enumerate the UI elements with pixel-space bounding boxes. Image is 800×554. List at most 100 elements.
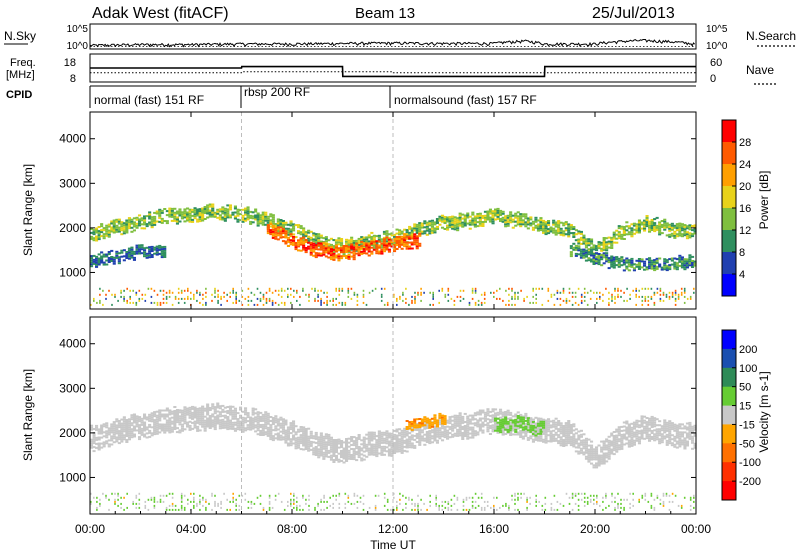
- vel-cell-1623: [529, 417, 533, 420]
- vel-cell-111: [120, 424, 124, 427]
- power-speckle-2402: [553, 293, 556, 296]
- power-cell-1943: [660, 268, 664, 271]
- vel-cell-747: [292, 434, 296, 437]
- power-cell-239: [201, 217, 205, 220]
- power-speckle-2192: [287, 295, 289, 298]
- power-cell-656: [393, 233, 397, 236]
- power-cell-1802: [582, 250, 586, 253]
- vel-cell-96: [117, 434, 121, 437]
- vel-cell-2344: [536, 422, 540, 425]
- vel-cell-452: [211, 413, 215, 416]
- power-cell-8: [92, 229, 96, 232]
- power-cell-1703: [127, 257, 131, 260]
- vel-cell-1346: [451, 415, 455, 418]
- power-cell-1436: [327, 252, 331, 255]
- vel-cell-499: [223, 416, 227, 419]
- vel-cell-1963: [620, 443, 624, 446]
- power-speckle-2478: [635, 289, 637, 292]
- vel-cell-2188: [678, 427, 682, 430]
- power-cell-328: [244, 213, 248, 216]
- power-cell-77: [122, 224, 126, 227]
- power-cell-1233: [660, 220, 664, 222]
- vel-cell-1578: [516, 411, 520, 414]
- vel-cell-1170: [403, 449, 407, 452]
- vel-cell-756: [294, 443, 298, 446]
- vel-cell-2246: [494, 423, 498, 426]
- power-cell-1155: [622, 226, 626, 228]
- power-speckle-2144: [235, 291, 237, 294]
- vel-cell-131: [125, 427, 129, 429]
- vel-cell-830: [314, 446, 318, 448]
- power-cell-102: [135, 226, 139, 229]
- vel-cell-1317: [443, 430, 447, 433]
- power-cell-980: [542, 229, 546, 232]
- power-cell-1184: [637, 221, 641, 224]
- power-cell-786: [453, 224, 457, 227]
- power-cell-1240: [665, 234, 669, 237]
- vel-cell-2312: [521, 416, 525, 419]
- vel-cell-1108: [387, 448, 391, 451]
- vel-cell-1199: [410, 438, 414, 441]
- vel-cell-773: [299, 440, 303, 443]
- vel-cell-1473: [486, 410, 490, 413]
- vel-cell-367: [188, 406, 192, 409]
- vel-cell-852: [319, 442, 323, 445]
- vel-cell-599: [251, 409, 255, 412]
- vel-cell-289: [168, 419, 172, 422]
- power-cell-251: [206, 212, 210, 215]
- vel-cell-404: [198, 411, 202, 414]
- vel-cell-2058: [645, 435, 649, 438]
- power-speckle-2532: [683, 295, 686, 298]
- vel-cell-1674: [544, 439, 548, 442]
- power-speckle-2340: [474, 301, 477, 304]
- vel-cell-387: [196, 427, 200, 430]
- power-cell-1972: [675, 258, 679, 261]
- power-cell-1626: [415, 247, 419, 250]
- vel-cell-1860: [592, 456, 596, 459]
- vel-cell-244: [155, 416, 159, 419]
- vel-cell-2100: [655, 432, 659, 435]
- vel-cell-1787: [572, 441, 576, 444]
- power-cell-725: [425, 225, 429, 228]
- vel-cell-2118: [660, 433, 664, 436]
- vel-cell-309: [173, 414, 177, 416]
- power-cell-1851: [607, 257, 611, 260]
- vel-cell-268: [163, 423, 167, 426]
- power-cell-1850: [607, 259, 611, 262]
- vel-cell-504: [226, 426, 230, 429]
- vel-cell-1854: [590, 446, 594, 449]
- vel-cell-1025: [367, 451, 371, 454]
- power-cell-851: [481, 221, 485, 223]
- power-speckle-2409: [562, 299, 565, 302]
- power-cell-1577: [393, 240, 397, 243]
- power-cell-1532: [370, 242, 374, 245]
- vel-cell-671: [271, 439, 275, 442]
- power-cell-551: [347, 243, 351, 246]
- vel-cell-890: [329, 456, 333, 459]
- power-cell-1571: [390, 241, 394, 244]
- vel-cell-1527: [501, 413, 505, 416]
- power-cell-1474: [345, 257, 349, 259]
- power-cell-627: [380, 240, 384, 243]
- vel-cell-1094: [382, 433, 386, 436]
- power-cell-833: [473, 221, 477, 224]
- vel-cell-446: [208, 407, 212, 409]
- power-cell-1359: [289, 233, 293, 236]
- power-cell-1885: [625, 257, 629, 260]
- vel-cell-969: [350, 444, 354, 446]
- vel-cell-298: [170, 420, 174, 423]
- vel-cell-345: [183, 416, 187, 419]
- power-cell-99: [132, 223, 136, 226]
- power-speckle-2345: [477, 299, 480, 302]
- power-cell-1803: [582, 248, 586, 251]
- vel-cell-655: [266, 422, 270, 425]
- vel-cell-308: [173, 416, 177, 418]
- power-cell-1786: [574, 252, 578, 255]
- power-speckle-2406: [559, 303, 562, 306]
- vel-cell-183: [138, 416, 142, 419]
- power-cell-46: [110, 222, 114, 225]
- power-cell-1933: [653, 261, 657, 264]
- power-cell-1189: [643, 229, 647, 232]
- power-cell-1077: [587, 244, 591, 247]
- power-cell-345: [251, 217, 255, 220]
